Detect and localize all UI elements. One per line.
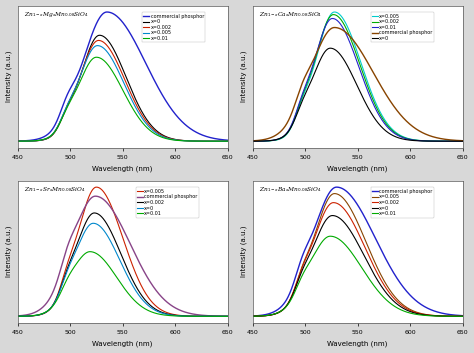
Text: Zn$_{1-x}$Ca$_x$Mn$_{0.08}$SiO$_4$: Zn$_{1-x}$Ca$_x$Mn$_{0.08}$SiO$_4$ xyxy=(259,10,322,19)
Text: Zn$_{1-x}$Sr$_x$Mn$_{0.08}$SiO$_4$: Zn$_{1-x}$Sr$_x$Mn$_{0.08}$SiO$_4$ xyxy=(24,185,86,194)
Y-axis label: Intensity (a.u.): Intensity (a.u.) xyxy=(240,51,247,102)
Legend: commercial phosphor, x=0, x=0.002, x=0.005, x=0.01: commercial phosphor, x=0, x=0.002, x=0.0… xyxy=(142,12,206,42)
Legend: commercial phosphor, x=0.005, x=0.002, x=0, x=0.01: commercial phosphor, x=0.005, x=0.002, x… xyxy=(371,187,434,217)
X-axis label: Wavelength (nm): Wavelength (nm) xyxy=(92,166,153,172)
X-axis label: Wavelength (nm): Wavelength (nm) xyxy=(92,341,153,347)
X-axis label: Wavelength (nm): Wavelength (nm) xyxy=(328,166,388,172)
Y-axis label: Intensity (a.u.): Intensity (a.u.) xyxy=(6,51,12,102)
Text: Zn$_{1-x}$Ba$_x$Mn$_{0.08}$SiO$_4$: Zn$_{1-x}$Ba$_x$Mn$_{0.08}$SiO$_4$ xyxy=(259,185,322,194)
Y-axis label: Intensity (a.u.): Intensity (a.u.) xyxy=(6,226,12,277)
X-axis label: Wavelength (nm): Wavelength (nm) xyxy=(328,341,388,347)
Legend: x=0.005, commercial phosphor, x=0.002, x=0, x=0.01: x=0.005, commercial phosphor, x=0.002, x… xyxy=(136,187,199,217)
Legend: x=0.005, x=0.002, x=0.01, commercial phosphor, x=0: x=0.005, x=0.002, x=0.01, commercial pho… xyxy=(371,12,434,42)
Y-axis label: Intensity (a.u.): Intensity (a.u.) xyxy=(240,226,247,277)
Text: Zn$_{1-x}$Mg$_x$Mn$_{0.08}$SiO$_4$: Zn$_{1-x}$Mg$_x$Mn$_{0.08}$SiO$_4$ xyxy=(24,10,89,19)
